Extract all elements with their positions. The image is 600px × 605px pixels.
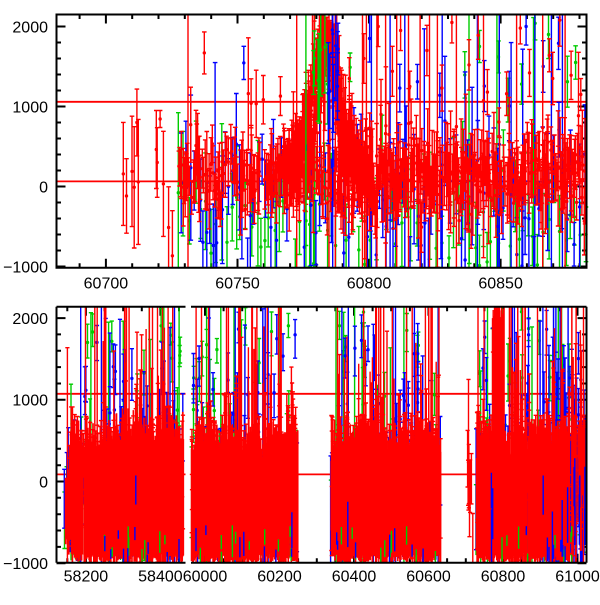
svg-text:60600: 60600	[406, 569, 451, 586]
svg-text:60800: 60800	[481, 569, 526, 586]
svg-text:2000: 2000	[12, 311, 48, 328]
svg-text:60800: 60800	[347, 276, 392, 293]
svg-text:58400: 58400	[138, 569, 183, 586]
svg-text:0: 0	[39, 179, 48, 196]
svg-text:60400: 60400	[332, 569, 377, 586]
svg-text:58200: 58200	[64, 569, 109, 586]
svg-text:2000: 2000	[12, 19, 48, 36]
svg-text:1000: 1000	[12, 393, 48, 410]
svg-text:−1000: −1000	[3, 556, 48, 573]
svg-text:−1000: −1000	[3, 259, 48, 276]
svg-text:60850: 60850	[478, 276, 523, 293]
svg-text:60750: 60750	[215, 276, 260, 293]
svg-text:61000: 61000	[555, 569, 600, 586]
svg-text:60000: 60000	[183, 569, 228, 586]
svg-text:1000: 1000	[12, 99, 48, 116]
svg-text:0: 0	[39, 474, 48, 491]
svg-text:60200: 60200	[257, 569, 302, 586]
svg-text:60700: 60700	[84, 276, 129, 293]
